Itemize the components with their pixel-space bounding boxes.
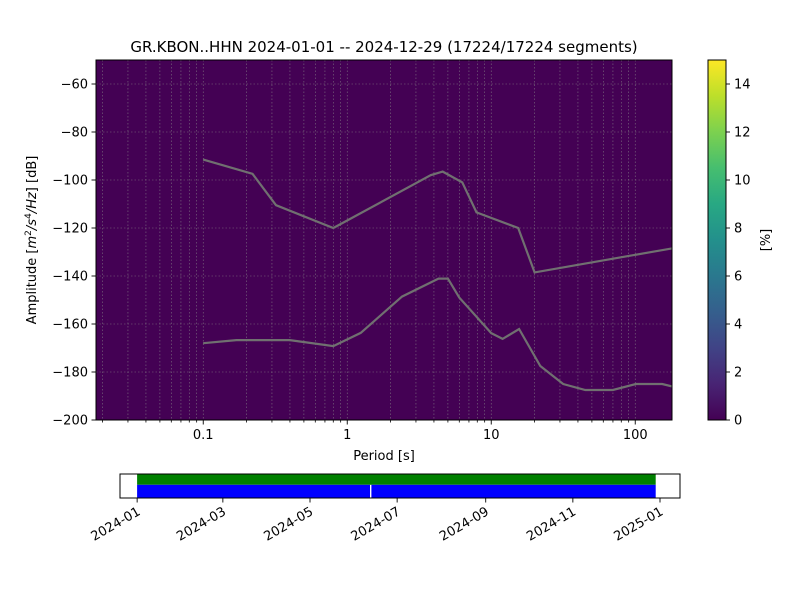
y-tick-label: −60 bbox=[61, 78, 88, 93]
colorbar-tick-label: 0 bbox=[734, 414, 742, 429]
plot-background bbox=[96, 60, 672, 420]
used-coverage-bar bbox=[137, 484, 370, 498]
colorbar-tick-label: 12 bbox=[734, 126, 751, 141]
timeline-tick-label: 2024-07 bbox=[349, 504, 404, 544]
psd-plot-area bbox=[95, 59, 673, 421]
timeline-tick-label: 2024-09 bbox=[437, 504, 492, 544]
colorbar-ticks: 0 2 4 6 8 10 12 14 bbox=[726, 78, 751, 429]
x-tick-label: 100 bbox=[623, 428, 648, 443]
plot-frame bbox=[95, 59, 673, 421]
y-tick-label: −200 bbox=[52, 414, 88, 429]
used-coverage-bar bbox=[371, 484, 656, 498]
y-tick-label: −160 bbox=[52, 318, 88, 333]
colorbar-gradient bbox=[707, 59, 727, 421]
x-tick-label: 0.1 bbox=[193, 428, 214, 443]
y-tick-label: −180 bbox=[52, 366, 88, 381]
colorbar-tick-label: 6 bbox=[734, 270, 742, 285]
noise-models bbox=[202, 158, 672, 392]
x-tick-label: 1 bbox=[343, 428, 351, 443]
data-availability-timeline: 2024-01 2024-03 2024-05 2024-07 2024-09 2024-… bbox=[89, 473, 681, 545]
timeline-tick-label: 2024-11 bbox=[524, 504, 579, 544]
timeline-tick-label: 2025-01 bbox=[611, 504, 666, 544]
y-tick-label: −100 bbox=[52, 174, 88, 189]
colorbar-tick-label: 14 bbox=[734, 78, 751, 93]
y-axis: −60 −80 −100 −120 −140 −160 −180 −200 bbox=[52, 78, 96, 429]
coverage-bars bbox=[137, 474, 656, 498]
x-axis: 0.1 1 10 100 bbox=[102, 420, 648, 443]
y-tick-label: −80 bbox=[61, 126, 88, 141]
x-tick-label: 10 bbox=[483, 428, 500, 443]
colorbar-label: [%] bbox=[759, 229, 774, 252]
colorbar-tick-label: 4 bbox=[734, 318, 742, 333]
y-tick-label: −140 bbox=[52, 270, 88, 285]
colorbar-tick-label: 2 bbox=[734, 366, 742, 381]
chart-title: GR.KBON..HHN 2024-01-01 -- 2024-12-29 (1… bbox=[130, 38, 637, 56]
colorbar: 0 2 4 6 8 10 12 14 [%] bbox=[707, 59, 774, 429]
colorbar-tick-label: 10 bbox=[734, 174, 751, 189]
timeline-tick-label: 2024-03 bbox=[174, 504, 229, 544]
timeline-frame bbox=[119, 473, 681, 499]
data-coverage-bar bbox=[137, 474, 656, 485]
plot-grid bbox=[96, 60, 672, 420]
timeline-ticks: 2024-01 2024-03 2024-05 2024-07 2024-09 2024-… bbox=[89, 498, 666, 545]
y-axis-label: Amplitude [m2/s4/Hz] [dB] bbox=[24, 156, 40, 325]
timeline-tick-label: 2024-01 bbox=[89, 504, 144, 544]
x-axis-label: Period [s] bbox=[353, 449, 415, 464]
y-tick-label: −120 bbox=[52, 222, 88, 237]
high-noise-model-line bbox=[202, 158, 672, 274]
timeline-tick-label: 2024-05 bbox=[261, 504, 316, 544]
low-noise-model-line bbox=[203, 277, 672, 392]
colorbar-tick-label: 8 bbox=[734, 222, 742, 237]
